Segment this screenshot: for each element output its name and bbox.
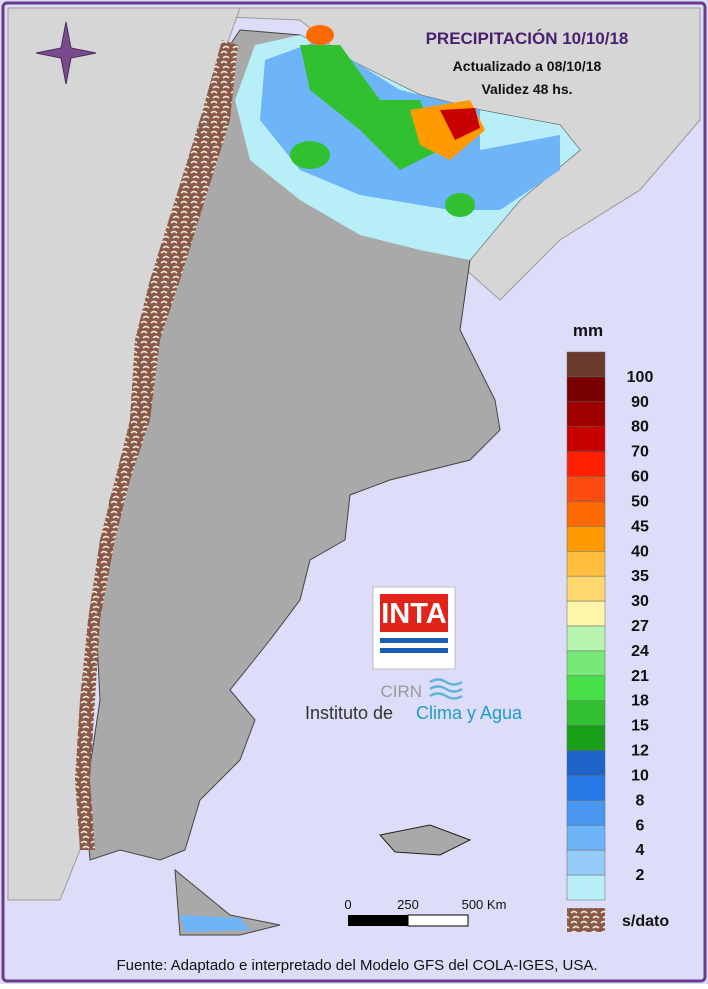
- legend-label: 15: [631, 718, 649, 735]
- legend-swatch: [566, 700, 606, 726]
- legend-label: 80: [631, 419, 649, 436]
- precip-6mm: [180, 915, 250, 932]
- legend-swatch: [566, 650, 606, 677]
- no-data-swatch: [567, 908, 605, 932]
- legend: 100 90 80 70 60 50 45 40 35 30 27 24 21 18 15 12 10 8 6 4 2: [566, 351, 654, 901]
- validity: Validez 48 hs.: [481, 81, 572, 97]
- logo-stripe: [380, 638, 448, 643]
- legend-label: 30: [631, 593, 649, 610]
- legend-label: 50: [631, 493, 649, 510]
- legend-label: 90: [631, 394, 649, 411]
- legend-label: 12: [631, 743, 649, 760]
- legend-swatch: [566, 849, 606, 876]
- precip-15mm: [445, 193, 475, 217]
- legend-swatch: [566, 551, 606, 577]
- legend-swatch: [566, 501, 606, 527]
- logo-red: [380, 594, 448, 632]
- legend-label: 6: [636, 817, 645, 834]
- legend-label: 10: [631, 767, 649, 784]
- legend-swatch: [566, 401, 606, 427]
- precip-15mm: [300, 45, 440, 170]
- legend-swatch: [566, 800, 606, 826]
- logo-waves: [429, 678, 463, 700]
- footer: Fuente: Adaptado e interpretado del Mode…: [116, 957, 597, 974]
- scale-label: 500 Km: [462, 897, 507, 912]
- legend-swatch: [566, 725, 606, 751]
- legend-swatch: [566, 526, 606, 552]
- legend-swatch: [566, 476, 606, 502]
- no-data-area: [75, 40, 238, 850]
- logo-center: CIRN: [380, 682, 422, 701]
- legend-swatch: [566, 451, 606, 477]
- legend-swatch: [566, 600, 606, 627]
- precip-80mm: [440, 108, 480, 140]
- legend-swatch: [566, 775, 606, 801]
- compass-rose: [35, 21, 97, 85]
- legend-swatch: [566, 675, 606, 701]
- legend-swatch: [566, 376, 606, 403]
- legend-swatch: [566, 575, 606, 602]
- scale-label: 250: [397, 897, 419, 912]
- legend-label: 4: [636, 842, 645, 859]
- legend-label: 40: [631, 543, 649, 560]
- logo-stripe: [380, 648, 448, 653]
- legend-label: 45: [631, 518, 649, 535]
- scale-bar: [348, 915, 408, 926]
- precip-15mm: [290, 141, 330, 169]
- legend-swatch: [566, 750, 606, 776]
- legend-label: 21: [631, 668, 649, 685]
- logo-institute-name: Clima y Agua: [416, 703, 523, 723]
- legend-swatch: [566, 825, 606, 851]
- legend-label: 24: [631, 643, 649, 660]
- logo-institute: Instituto de: [305, 703, 393, 723]
- map-title: PRECIPITACIÓN 10/10/18: [426, 29, 629, 48]
- legend-label: 100: [627, 369, 654, 386]
- updated-date: Actualizado a 08/10/18: [453, 58, 602, 74]
- legend-swatch: [566, 426, 606, 452]
- logo-brand: INTA: [381, 598, 447, 630]
- legend-label: 70: [631, 444, 649, 461]
- precip-50mm: [306, 25, 334, 45]
- scale-label: 0: [344, 897, 351, 912]
- legend-unit: mm: [573, 321, 603, 340]
- legend-swatch: [566, 351, 606, 378]
- legend-label: 60: [631, 469, 649, 486]
- legend-label: 35: [631, 568, 649, 585]
- legend-swatch: [566, 874, 606, 901]
- legend-swatch: [566, 625, 606, 652]
- legend-label: 2: [636, 867, 645, 884]
- no-data-label: s/dato: [622, 913, 669, 930]
- scale-bar: [407, 914, 469, 927]
- malvinas: [379, 824, 472, 856]
- legend-label: 27: [631, 618, 649, 635]
- legend-label: 18: [631, 693, 649, 710]
- legend-label: 8: [636, 792, 645, 809]
